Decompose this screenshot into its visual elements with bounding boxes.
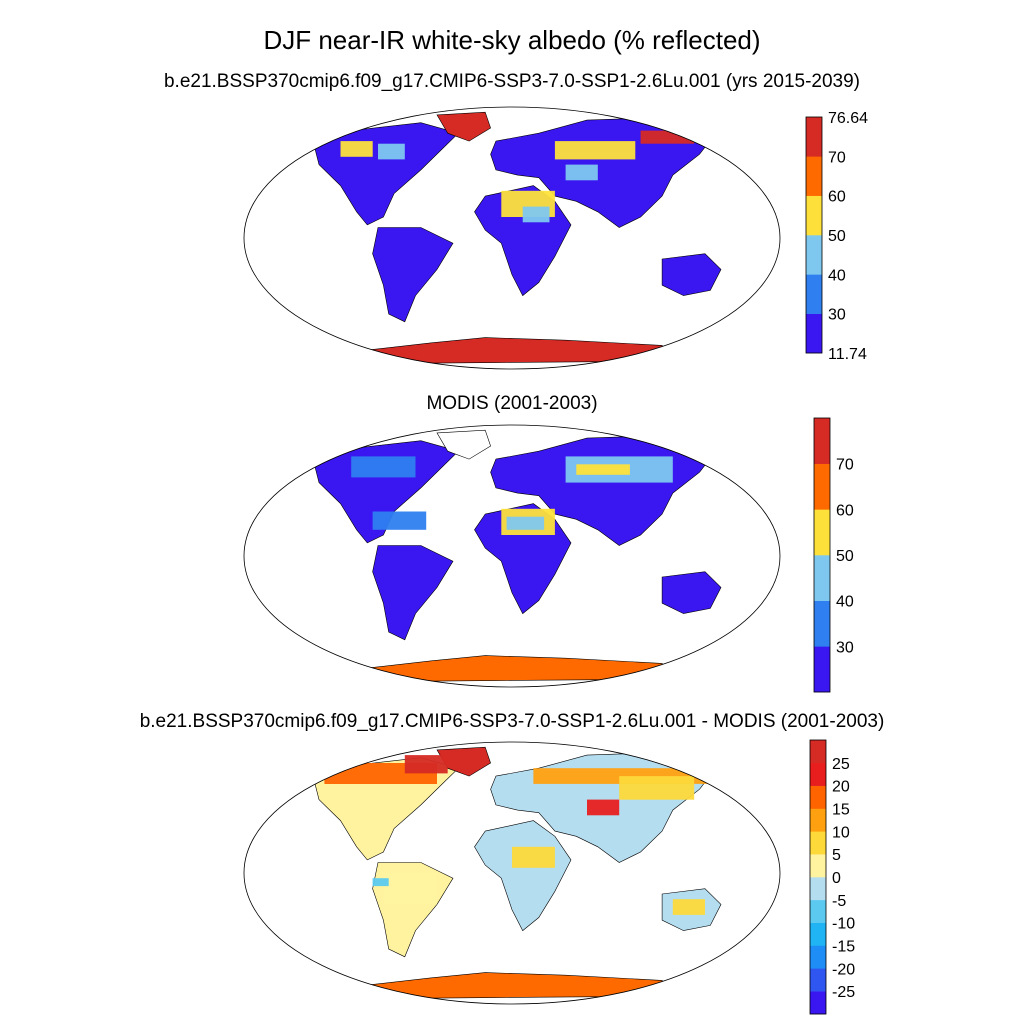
colorbar-frame: [813, 417, 831, 693]
value-patch: [512, 846, 555, 868]
landmass-greenland: [436, 111, 491, 142]
value-patch: [383, 873, 437, 905]
colorbar-tick-label: 60: [828, 189, 846, 206]
colorbar-swatch: [810, 899, 826, 923]
colorbar-swatch: [814, 600, 830, 647]
colorbar-swatch: [806, 313, 822, 354]
colorbar-tick-label: -20: [832, 961, 855, 978]
colorbar-tick-label: -10: [832, 916, 855, 933]
value-patch: [565, 164, 598, 181]
colorbar-tick-label: 40: [828, 267, 846, 284]
colorbar-frame: [809, 739, 827, 1015]
colorbar-frame: [805, 116, 823, 354]
value-patch: [576, 464, 630, 475]
colorbar-tick-label: -15: [832, 939, 855, 956]
colorbar-swatch: [814, 555, 830, 601]
panel-model-subtitle: b.e21.BSSP370cmip6.f09_g17.CMIP6-SSP3-7.…: [164, 71, 860, 92]
colorbar-tick-label: 5: [832, 847, 841, 864]
colorbar-swatch: [806, 274, 822, 314]
figure-title: DJF near-IR white-sky albedo (% reflecte…: [263, 25, 760, 55]
colorbar-swatch: [810, 877, 826, 901]
colorbar-tick-label: 60: [836, 502, 854, 519]
landmass-antarctica: [350, 655, 674, 683]
colorbar-tick-label: 70: [836, 457, 854, 474]
colorbar-tick-label: 30: [836, 639, 854, 656]
colorbar-swatch: [810, 785, 826, 809]
colorbar-diff: -25 -20 -15 -10 -5 0 5 10 15 20 25: [809, 739, 855, 1015]
value-patch: [351, 456, 416, 478]
map-obs: [243, 424, 781, 688]
value-patch: [672, 899, 705, 915]
map-outline: [243, 106, 781, 370]
map-outline: [243, 741, 781, 1005]
value-patch: [554, 141, 636, 160]
colorbar-tick-label: 76.64: [828, 110, 868, 127]
colorbar-obs: 30 40 50 60 70: [813, 417, 854, 693]
colorbar-tick-label: 20: [832, 779, 850, 796]
landmass-australia: [661, 571, 722, 614]
value-patch: [378, 143, 405, 160]
panel-diff-subtitle: b.e21.BSSP370cmip6.f09_g17.CMIP6-SSP3-7.…: [140, 711, 885, 732]
colorbar-swatch: [810, 808, 826, 832]
landmass-south-america: [372, 545, 454, 641]
colorbar-tick-label: 50: [828, 228, 846, 245]
colorbar-swatch: [810, 762, 826, 786]
colorbar-tick-label: 15: [832, 802, 850, 819]
map-diff: [243, 741, 781, 1005]
landmass-south-america: [372, 227, 454, 323]
colorbar-model: 11.74 30 40 50 60 70 76.64: [805, 110, 868, 363]
landmass-africa: [474, 820, 572, 932]
colorbar-tick-label: 70: [828, 149, 846, 166]
colorbar-tick-label: -5: [832, 893, 846, 910]
landmass-australia: [661, 253, 722, 296]
colorbar-swatch: [814, 463, 830, 510]
colorbar-tick-label: 50: [836, 548, 854, 565]
map-outline: [243, 424, 781, 688]
value-patch: [522, 206, 550, 223]
colorbar-swatch: [810, 922, 826, 946]
colorbar-swatch: [810, 991, 826, 1015]
map-model: [243, 106, 781, 370]
value-patch: [640, 130, 695, 144]
landmass-antarctica: [350, 337, 674, 365]
value-patch: [404, 755, 448, 774]
colorbar-tick-label: 11.74: [828, 346, 867, 363]
colorbar-tick-label: -25: [832, 984, 855, 1001]
value-patch: [619, 776, 695, 800]
colorbar-swatch: [810, 854, 826, 878]
colorbar-swatch: [806, 235, 822, 275]
value-patch: [340, 141, 373, 157]
colorbar-swatch: [810, 740, 826, 764]
value-patch: [587, 799, 620, 816]
colorbar-swatch: [806, 195, 822, 236]
colorbar-tick-label: 0: [832, 870, 841, 887]
landmass-north-america: [313, 122, 459, 226]
colorbar-tick-label: 30: [828, 307, 846, 324]
value-patch: [506, 516, 545, 530]
colorbar-swatch: [814, 418, 830, 464]
landmass-antarctica: [350, 972, 674, 1000]
value-patch: [372, 878, 389, 887]
colorbar-tick-label: 40: [836, 594, 854, 611]
colorbar-tick-label: 25: [832, 756, 850, 773]
landmass-greenland: [436, 429, 491, 460]
colorbar-swatch: [806, 117, 822, 157]
colorbar-swatch: [810, 968, 826, 992]
value-patch: [372, 511, 427, 530]
colorbar-swatch: [814, 509, 830, 556]
colorbar-tick-label: 10: [832, 824, 850, 841]
panel-obs-subtitle: MODIS (2001-2003): [426, 393, 597, 414]
colorbar-swatch: [814, 646, 830, 693]
colorbar-swatch: [810, 831, 826, 855]
colorbar-swatch: [810, 945, 826, 969]
colorbar-swatch: [806, 156, 822, 196]
